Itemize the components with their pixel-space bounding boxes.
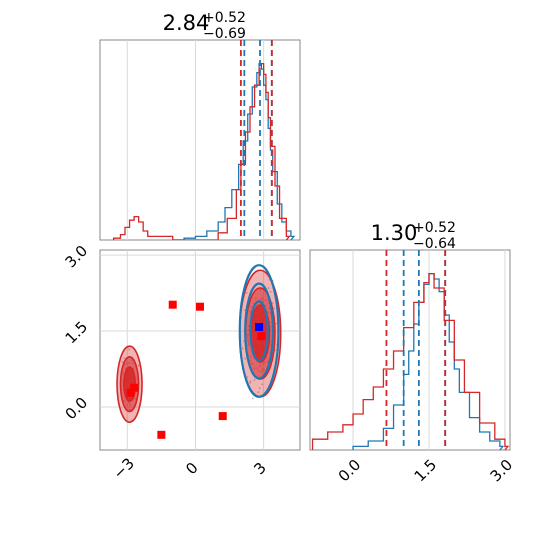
scatter-point: [261, 383, 263, 386]
contour-level: [244, 282, 275, 380]
scatter-point: [242, 347, 244, 350]
scatter-point: [257, 391, 260, 394]
marker-square: [255, 322, 264, 331]
scatter-point: [249, 380, 252, 383]
scatter-point: [269, 290, 272, 293]
scatter-point: [245, 291, 248, 294]
joint-y-tick-label: 0.0: [62, 394, 92, 424]
scatter-point: [243, 309, 246, 311]
scatter-point: [249, 381, 252, 384]
scatter-point: [121, 360, 124, 363]
marker-square: [218, 412, 227, 421]
scatter-point: [246, 376, 249, 379]
scatter-point: [258, 387, 261, 390]
scatter-point: [253, 379, 256, 381]
contour-level: [238, 264, 280, 398]
marker-square: [196, 302, 204, 311]
marker-square: [130, 383, 139, 392]
right-title-value: 1.30: [371, 221, 418, 245]
marker-square: [257, 332, 266, 341]
scatter-point: [252, 397, 254, 400]
right-title-minus: −0.64: [413, 236, 456, 252]
top-panel-title: 2.84: [163, 11, 210, 35]
top-marginal-panel: 2.84 +0.52 −0.69: [99, 10, 301, 241]
top-title-plus: +0.52: [203, 10, 246, 26]
contour-level: [249, 300, 269, 362]
joint-y-tick-label: 1.5: [62, 318, 92, 348]
scatter-point: [244, 357, 247, 360]
scatter-point: [137, 364, 140, 367]
right-x-tick-label: 1.5: [411, 456, 441, 486]
right-panel-title: 1.30: [371, 221, 418, 245]
joint-x-tick-label: −3: [110, 454, 138, 482]
right-title-plus: +0.52: [413, 220, 456, 236]
right-x-tick-label: 0.0: [335, 456, 365, 486]
scatter-point: [123, 357, 126, 359]
joint-panel: −3 0 3 0.0 1.5 3.0: [62, 242, 301, 483]
top-marginal-frame: [99, 39, 301, 241]
joint-x-tick-label: 0: [182, 459, 201, 478]
scatter-point: [267, 287, 270, 290]
right-marginal-quantile-lines: [385, 250, 447, 450]
marker-square: [157, 430, 166, 439]
top-title-minus: −0.69: [203, 26, 246, 42]
marker-square: [168, 300, 177, 309]
right-marginal-frame: [309, 249, 511, 451]
right-x-tick-label: 3.0: [487, 456, 517, 486]
top-marginal-quantile-lines: [240, 40, 273, 240]
scatter-point: [128, 348, 131, 351]
scatter-point: [271, 302, 274, 304]
top-title-value: 2.84: [163, 11, 210, 35]
joint-x-tick-labels: −3 0 3: [110, 454, 270, 482]
scatter-point: [275, 322, 277, 325]
marker-square: [126, 388, 135, 397]
right-marginal-panel: 0.0 1.5 3.0 1.30 +0.52 −0.64: [309, 220, 516, 486]
joint-markers: [126, 300, 266, 439]
scatter-point: [273, 307, 275, 310]
joint-y-tick-labels: 0.0 1.5 3.0: [62, 242, 92, 423]
joint-x-tick-label: 3: [250, 459, 269, 478]
joint-y-tick-label: 3.0: [62, 242, 92, 272]
right-x-tick-labels: 0.0 1.5 3.0: [335, 456, 516, 486]
